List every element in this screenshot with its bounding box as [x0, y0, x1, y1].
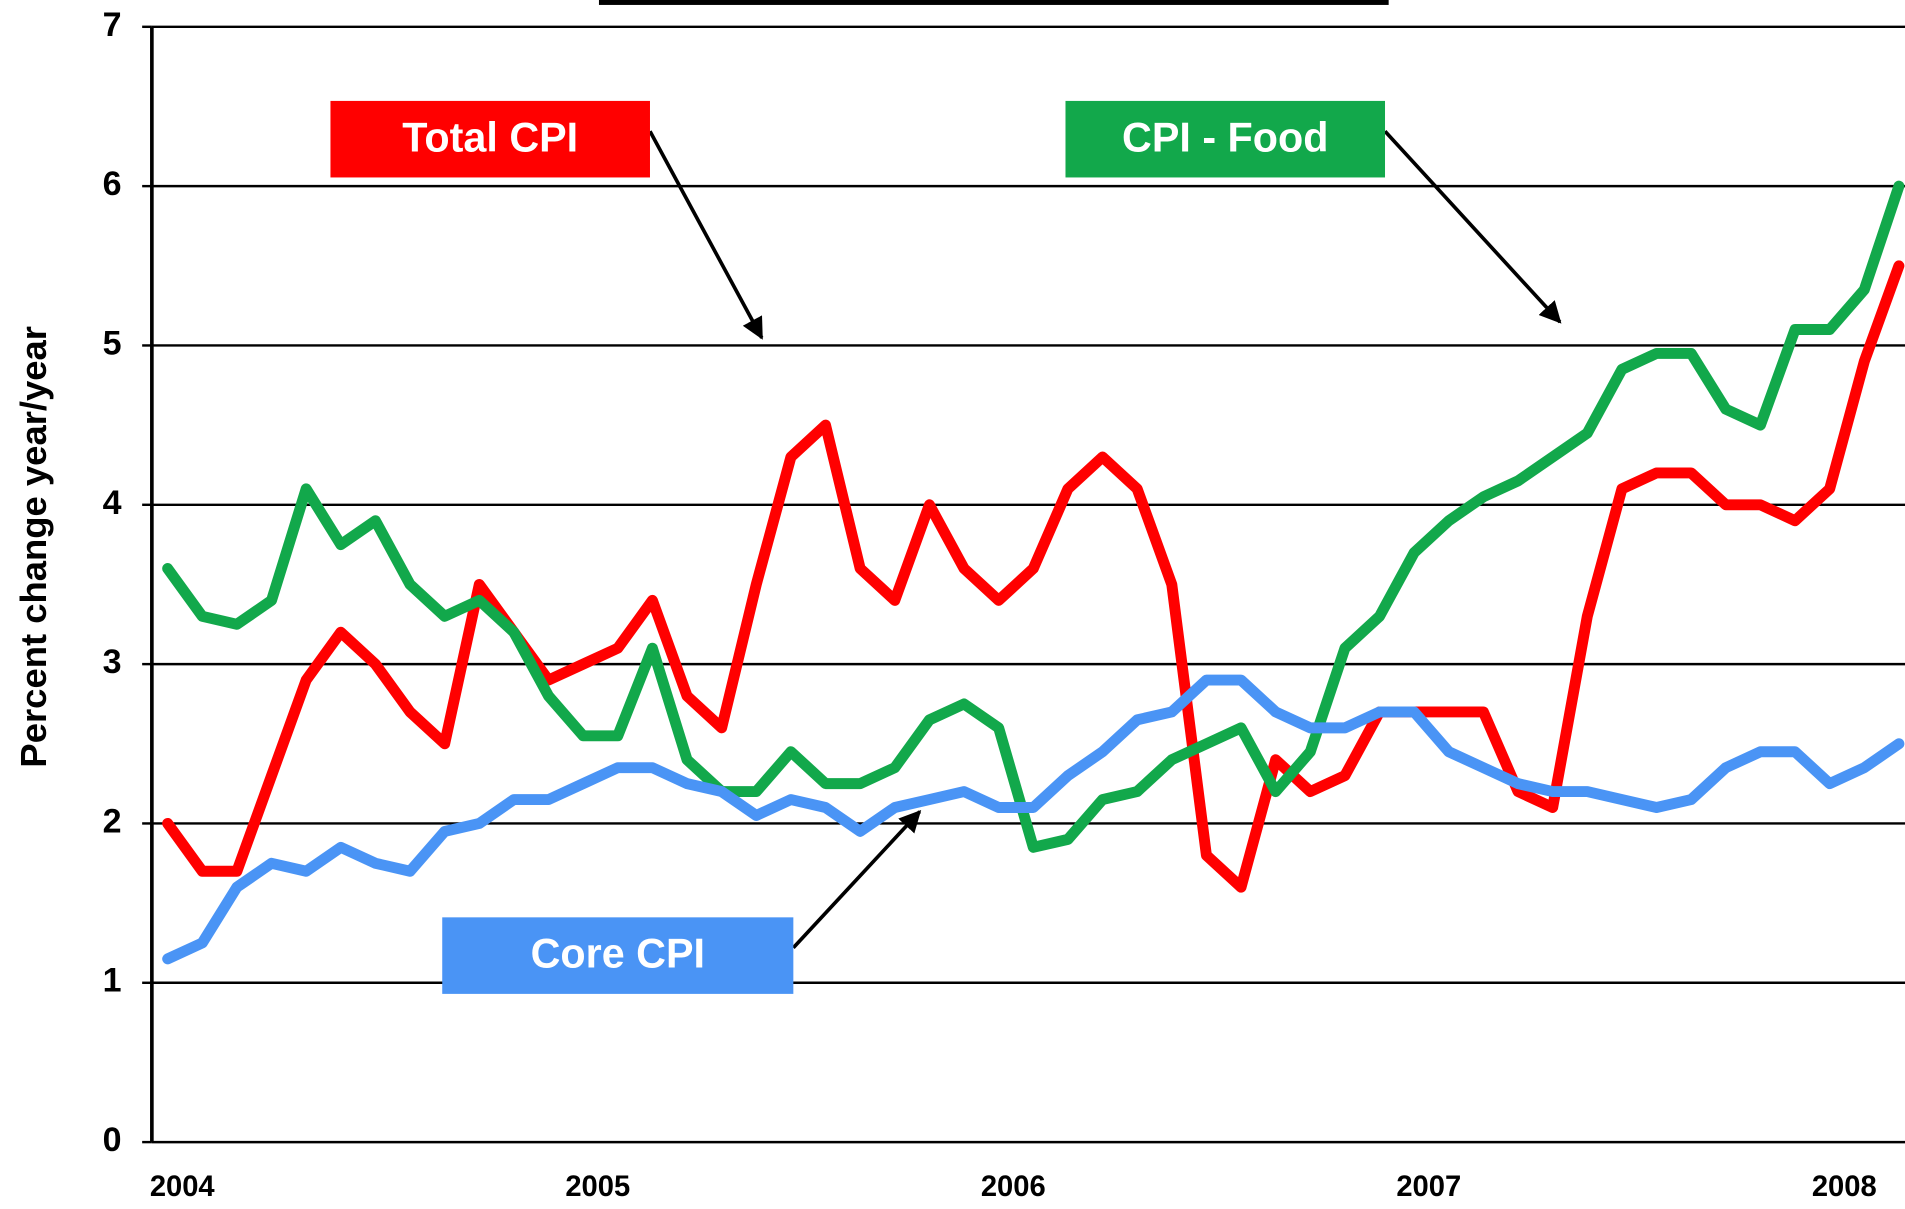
series-line — [162, 260, 1905, 893]
legend-label: CPI - Food — [1122, 114, 1328, 160]
title-bar — [598, 0, 1389, 5]
x-tick-label: 2006 — [981, 1171, 1046, 1203]
series-line — [162, 180, 1905, 853]
callout-arrow — [648, 130, 764, 340]
x-tick-label: 2004 — [150, 1171, 216, 1203]
legend-label: Total CPI — [402, 114, 578, 160]
x-tick-label: 2007 — [1396, 1171, 1461, 1203]
callout-arrow — [792, 810, 922, 949]
y-tick-label: 6 — [103, 165, 122, 203]
y-tick-label: 5 — [103, 324, 122, 362]
x-tick-label: 2008 — [1812, 1171, 1877, 1203]
y-tick-label: 7 — [103, 6, 122, 44]
y-tick-label: 0 — [103, 1121, 122, 1159]
y-axis-label: Percent change year/year — [13, 326, 54, 768]
series-line — [162, 674, 1905, 965]
y-tick-label: 4 — [103, 484, 122, 522]
y-tick-label: 2 — [103, 802, 122, 840]
legend-label: Core CPI — [531, 931, 705, 977]
y-tick-label: 3 — [103, 643, 122, 681]
x-tick-label: 2005 — [565, 1171, 630, 1203]
y-tick-label: 1 — [103, 962, 122, 1000]
legend-box — [1065, 100, 1386, 178]
legend-box — [330, 100, 650, 178]
callout-arrow — [1383, 130, 1562, 324]
legend-box — [442, 917, 794, 994]
